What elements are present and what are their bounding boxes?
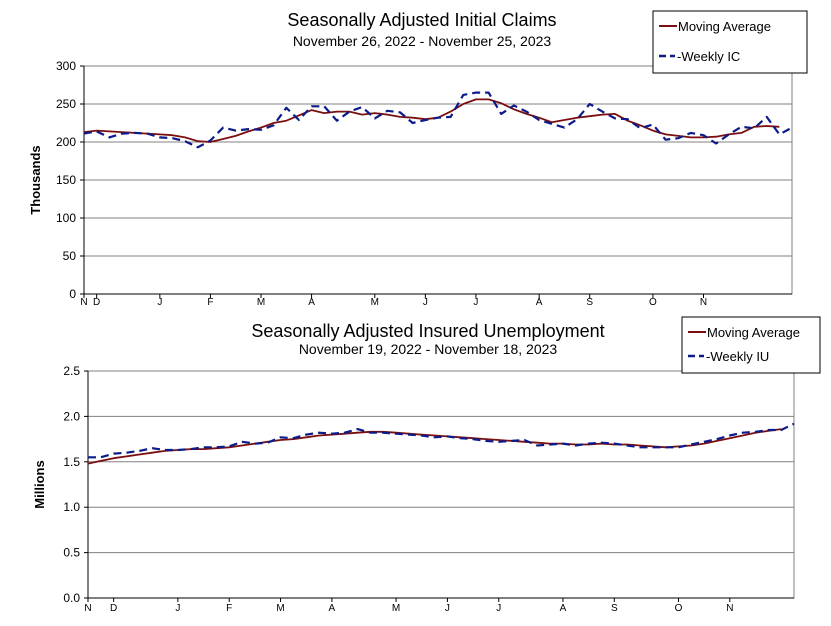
y-tick-label: 2.0 [63,409,80,423]
y-tick-label: 50 [63,249,77,263]
x-tick-label: J [157,297,162,308]
iu-moving-average-line [87,428,782,465]
x-tick-label: J [473,297,478,308]
ic-weekly-line [83,91,793,149]
legend-box [681,316,821,374]
x-tick-label: O [675,603,683,614]
x-tick-label: N [84,603,91,614]
y-tick-label: 0.0 [63,591,80,605]
x-tick-label: M [276,603,284,614]
iu-weekly-line [88,422,795,459]
y-tick-label: 200 [56,135,76,149]
initial-claims-svg: Seasonally Adjusted Initial Claims Novemb… [28,10,808,308]
ic-moving-average-line [83,98,780,143]
x-tick-label: D [93,297,100,308]
legend-label-weekly: -Weekly IU [706,349,769,364]
x-tick-label: S [586,297,593,308]
x-tick-label: D [110,603,117,614]
x-tick-label: J [445,603,450,614]
y-tick-label: 1.0 [63,500,80,514]
y-tick-label: 150 [56,173,76,187]
x-tick-label: A [329,603,336,614]
x-tick-label: A [536,297,543,308]
x-tick-label: M [371,297,379,308]
x-tick-label: M [392,603,400,614]
x-tick-label: A [560,603,567,614]
x-tick-label: F [207,297,213,308]
y-axis-label: Thousands [28,145,43,214]
legend-label-moving-average: Moving Average [678,19,771,34]
plot-area [87,370,795,599]
x-tick-label: J [423,297,428,308]
y-tick-label: 100 [56,211,76,225]
x-tick-label: J [175,603,180,614]
legend-label-moving-average: Moving Average [707,325,800,340]
y-tick-label: 300 [56,59,76,73]
y-axis-label: Millions [32,460,47,508]
chart-title: Seasonally Adjusted Initial Claims [287,10,556,30]
y-tick-label: 250 [56,97,76,111]
x-tick-label: N [700,297,707,308]
x-tick-label: J [496,603,501,614]
y-tick-label: 2.5 [63,364,80,378]
insured-unemployment-svg: Seasonally Adjusted Insured Unemployment… [32,316,821,614]
chart-subtitle: November 19, 2022 - November 18, 2023 [299,341,558,357]
initial-claims-chart: Seasonally Adjusted Initial Claims Novemb… [28,10,808,308]
y-tick-label: 0 [69,287,76,301]
legend-box [652,10,808,74]
x-tick-label: M [257,297,265,308]
x-tick-label: S [611,603,618,614]
legend-label-weekly: -Weekly IC [677,49,740,64]
y-tick-label: 1.5 [63,455,80,469]
x-tick-label: F [226,603,232,614]
x-tick-label: A [308,297,315,308]
chart-title: Seasonally Adjusted Insured Unemployment [251,321,604,341]
x-tick-label: N [80,297,87,308]
y-tick-label: 0.5 [63,546,80,560]
insured-unemployment-chart: Seasonally Adjusted Insured Unemployment… [0,314,831,626]
chart-subtitle: November 26, 2022 - November 25, 2023 [293,33,552,49]
x-tick-label: O [649,297,657,308]
x-tick-label: N [726,603,733,614]
